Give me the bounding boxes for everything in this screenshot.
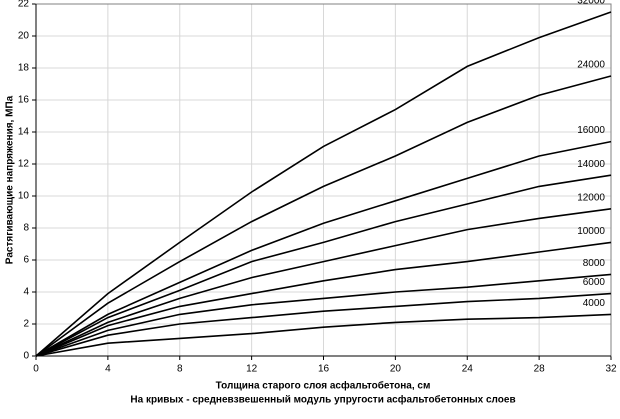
series-label: 6000 [583,277,606,288]
series-line [35,140,612,357]
y-tick-label: 22 [18,0,30,10]
y-tick-label: 16 [18,95,30,106]
series-line [35,174,612,357]
y-tick-label: 18 [18,63,30,74]
y-tick-label: 14 [18,127,30,138]
y-tick-label: 10 [18,191,30,202]
x-tick-label: 4 [105,364,111,375]
x-axis-subtitle: На кривых - средневзвешенный модуль упру… [130,394,515,406]
series-label: 10000 [577,226,605,237]
x-tick-label: 12 [246,364,258,375]
x-tick-label: 32 [605,364,617,375]
x-tick-label: 8 [177,364,183,375]
y-tick-label: 8 [23,223,29,234]
series-line [35,75,612,357]
x-tick-label: 20 [390,364,402,375]
y-tick-label: 2 [23,319,29,330]
series-label: 12000 [577,192,605,203]
y-tick-label: 0 [23,351,29,362]
x-axis-title: Толщина старого слоя асфальтобетона, см [216,380,431,392]
y-tick-label: 6 [23,255,29,266]
series-line [35,292,612,357]
y-tick-label: 12 [18,159,30,170]
x-tick-label: 0 [33,364,39,375]
series-label: 32000 [577,0,605,7]
y-tick-label: 4 [23,287,29,298]
series-line [35,241,612,357]
x-tick-label: 24 [462,364,474,375]
series-label: 16000 [577,125,605,136]
x-tick-label: 16 [318,364,330,375]
x-tick-label: 28 [534,364,546,375]
y-tick-label: 20 [18,31,30,42]
series-label: 24000 [577,60,605,71]
series-line [35,273,612,357]
y-axis-title: Растягивающие напряжения, МПа [5,95,16,264]
series-line [35,11,612,357]
series-label: 14000 [577,159,605,170]
series-line [35,208,612,357]
series-label: 8000 [583,258,606,269]
series-line [35,313,612,357]
series-label: 4000 [583,298,606,309]
